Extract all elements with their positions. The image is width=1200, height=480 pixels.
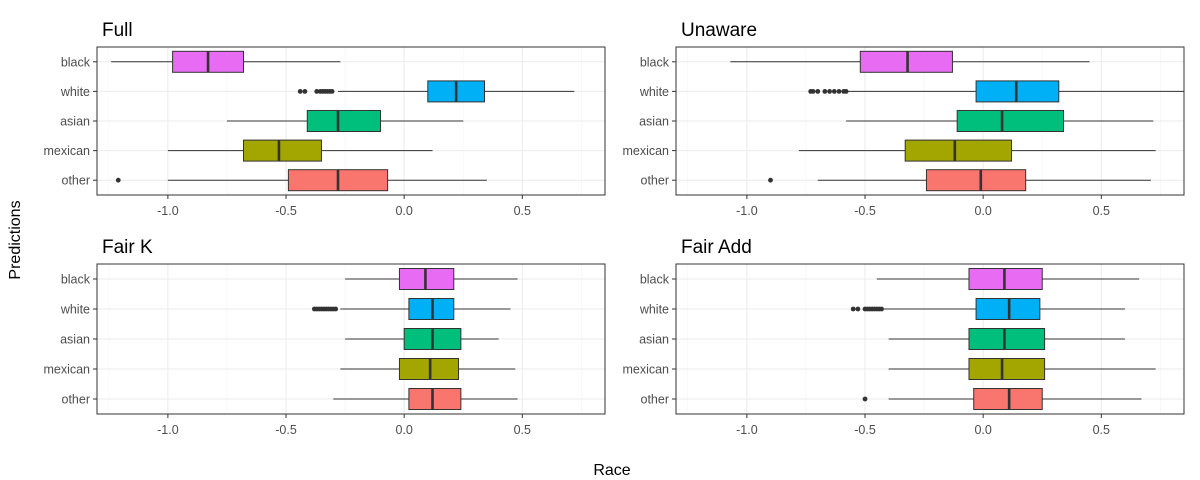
box-other [115,169,487,192]
box-mexican [798,139,1156,162]
y-tick-label: other [62,174,91,188]
box-other [333,388,518,410]
outlier-point [879,306,884,312]
box-black [345,268,518,290]
box-asian [888,328,1125,350]
y-tick-label: white [60,85,90,99]
y-tick-label: asian [639,333,669,347]
y-tick-label: black [640,273,670,287]
x-tick-label: 0.5 [1093,423,1110,437]
y-tick-label: black [61,273,91,287]
outlier-point [850,306,856,312]
y-tick-label: mexican [43,144,90,158]
box-iqr [242,139,322,162]
panel-full: black white asian mexican other -1.0 -0.5 0.0 0.… [43,20,606,218]
y-tick-label: mexican [622,144,669,158]
box-white [850,298,1125,320]
x-tick-label: 0.5 [514,204,531,218]
outlier-point [333,306,339,312]
outlier-point [115,177,121,183]
outlier-point [329,89,335,94]
outlier-point [297,89,303,94]
outlier-point [843,89,849,94]
box-iqr [904,139,1013,162]
y-tick-label: black [61,55,91,69]
y-axis-title: Predictions [7,200,24,279]
y-tick-label: asian [639,115,669,129]
box-asian [226,110,464,132]
outlier-point [302,89,308,94]
outlier-point [768,177,773,183]
y-tick-label: white [60,303,90,317]
panel-title: Full [102,20,133,41]
box-iqr [968,328,1046,350]
box-iqr [968,358,1046,380]
x-tick-label: -0.5 [854,423,876,437]
x-tick-label: -1.0 [157,423,179,437]
outlier-point [314,89,320,94]
x-tick-label: 0.0 [395,204,412,218]
panel-unaware: black white asian mexican other -1.0 -0.5 0.0 0.… [622,20,1185,218]
box-black [111,50,341,73]
outlier-point [831,89,837,94]
x-tick-label: -1.0 [736,423,758,437]
box-iqr [956,110,1064,132]
panels-layer: black white asian mexican other -1.0 -0.5 0.0 0.… [43,20,1185,437]
box-other [862,388,1142,410]
y-tick-label: mexican [43,363,90,377]
box-asian [846,110,1154,132]
y-tick-label: asian [60,115,90,129]
box-iqr [925,169,1027,192]
box-iqr [408,388,462,410]
x-tick-label: -0.5 [854,204,876,218]
y-tick-label: other [62,393,91,407]
x-tick-label: -0.5 [275,423,297,437]
y-tick-label: black [640,55,670,69]
y-tick-label: white [639,85,669,99]
outlier-point [836,89,842,94]
x-tick-label: 0.0 [974,423,991,437]
box-asian [345,328,499,350]
x-axis-title: Race [593,462,630,479]
outlier-point [822,89,828,94]
box-other [768,169,1151,192]
x-tick-label: -1.0 [736,204,758,218]
x-tick-label: 0.5 [514,423,531,437]
outlier-point [827,89,832,94]
panel-title: Fair K [102,237,153,258]
x-tick-label: 0.5 [1093,204,1110,218]
outlier-point [855,306,861,312]
outlier-point [810,89,816,94]
y-tick-label: white [639,303,669,317]
box-mexican [167,139,433,162]
y-tick-label: other [641,393,670,407]
y-tick-label: other [641,174,670,188]
box-mexican [888,358,1156,380]
box-mexican [340,358,516,380]
y-tick-label: asian [60,333,90,347]
panel-title: Unaware [681,20,757,41]
box-white [808,80,1184,103]
x-tick-label: -0.5 [275,204,297,218]
x-tick-label: 0.0 [395,423,412,437]
x-tick-label: -1.0 [157,204,179,218]
box-black [876,268,1140,290]
panel-title: Fair Add [681,237,752,258]
x-tick-label: 0.0 [974,204,991,218]
box-white [311,298,511,320]
box-black [730,50,1090,73]
box-iqr [306,110,382,132]
y-tick-label: mexican [622,363,669,377]
box-white [297,80,575,103]
panel-fair-add: black white asian mexican other -1.0 -0.5 0.0 0.… [622,237,1185,437]
panel-fair-k: black white asian mexican other -1.0 -0.5 0.0 0.… [43,237,606,437]
outlier-point [815,89,821,94]
outlier-point [862,396,868,402]
